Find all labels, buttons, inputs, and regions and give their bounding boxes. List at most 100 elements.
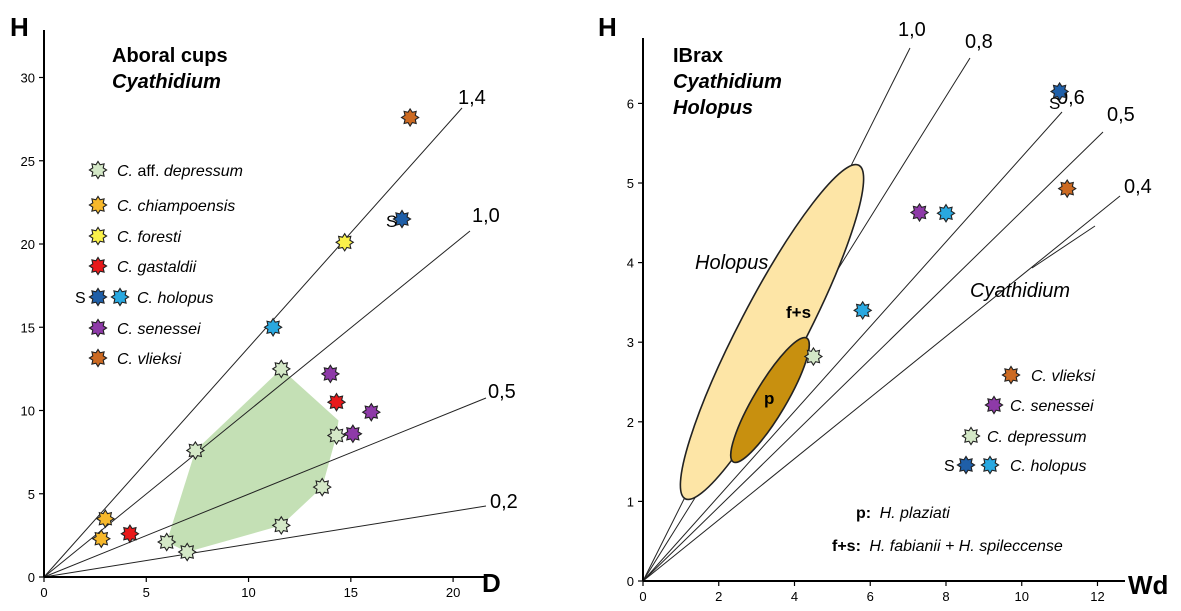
x-axis-label: D — [482, 568, 501, 598]
data-points — [91, 107, 420, 562]
ellipse-p — [729, 336, 811, 464]
ratio-line-label: 1,0 — [898, 19, 926, 41]
x-tick-label: 2 — [715, 589, 722, 604]
point-depressum — [271, 515, 291, 536]
note-p-value: H. plaziati — [880, 505, 951, 522]
ratio-line — [43, 397, 487, 578]
legend-label: C. chiampoensis — [117, 198, 235, 215]
ratio-line-label: 1,0 — [472, 205, 500, 227]
legend-label: C. aff. depressum — [117, 163, 243, 180]
legend-label-text: C. foresti — [117, 229, 181, 246]
x-tick-label: 4 — [791, 589, 798, 604]
legend-label-aff: aff. — [133, 163, 164, 180]
point-chiampoensis — [91, 529, 111, 549]
legend-label: C. vlieksi — [1031, 368, 1095, 385]
point-holopus_s — [392, 209, 412, 229]
chart-subtitle-1: Cyathidium — [673, 71, 782, 93]
x-tick-label: 6 — [867, 589, 874, 604]
legend-prefix: S — [75, 290, 86, 307]
annotation-s: S — [386, 212, 397, 231]
point-depressum — [326, 425, 347, 446]
note-fs-value: H. fabianii + H. spileccense — [869, 538, 1063, 555]
point-depressum — [271, 359, 291, 379]
point-senessei — [320, 364, 341, 384]
ticks: 0 5 10 15 20 25 30 0 5 10 15 20 — [21, 71, 461, 601]
legend-label-text: C. vlieksi — [117, 351, 181, 368]
legend-marker-senessei — [984, 395, 1004, 415]
legend-label-text: C. senessei — [117, 321, 201, 338]
legend-marker-depressum — [88, 160, 108, 180]
y-tick-label: 4 — [627, 256, 634, 271]
legend-label-genus: C. — [117, 163, 133, 180]
ratio-line-label: 0,8 — [965, 31, 993, 53]
y-tick-label: 0 — [627, 574, 634, 589]
legend-marker-depressum — [961, 426, 981, 446]
y-tick-label: 25 — [21, 154, 35, 169]
chart-subtitle-2: Holopus — [673, 97, 753, 119]
x-tick-label: 20 — [446, 585, 460, 600]
ratio-line-label: 0,5 — [488, 381, 516, 403]
legend-label: C. senessei — [117, 321, 201, 338]
holopus-ellipses: f+s p — [679, 163, 865, 501]
point-foresti — [335, 232, 355, 252]
note-p-key: p: — [856, 505, 871, 522]
point-senessei — [343, 424, 363, 444]
left-chart: 1,4 1,0 0,5 0,2 0 5 10 15 20 25 30 0 5 10 15 20 H D Ab… — [10, 12, 518, 600]
annotation-s: S — [1049, 94, 1060, 113]
ratio-line — [642, 111, 1063, 582]
point-gastaldii — [326, 392, 347, 412]
axes — [43, 30, 485, 578]
legend-label: C. holopus — [137, 290, 214, 307]
y-tick-label: 30 — [21, 71, 35, 86]
point-holopus — [853, 300, 873, 321]
x-tick-label: 10 — [241, 585, 255, 600]
point-gastaldii — [120, 524, 140, 544]
point-vlieksi — [1057, 178, 1077, 199]
x-axis-label: Wd — [1128, 570, 1168, 600]
x-tick-label: 0 — [40, 585, 47, 600]
y-tick-label: 20 — [21, 237, 35, 252]
chart-title: IBrax — [673, 45, 723, 67]
point-holopus — [263, 317, 283, 337]
y-tick-label: 0 — [28, 570, 35, 585]
legend-label-text: C. gastaldii — [117, 259, 197, 276]
y-tick-label: 2 — [627, 415, 634, 430]
y-tick-label: 6 — [627, 96, 634, 111]
point-senessei — [361, 402, 381, 422]
legend-label-text: C. chiampoensis — [117, 198, 235, 215]
ratio-line-label: 1,4 — [458, 87, 486, 109]
region-label-holopus: Holopus — [695, 252, 768, 274]
y-tick-label: 3 — [627, 335, 634, 350]
depressum-hull — [166, 368, 339, 552]
ratio-line — [43, 505, 487, 578]
legend-label: C. gastaldii — [117, 259, 197, 276]
y-axis-label: H — [598, 12, 617, 42]
legend-marker-senessei — [88, 318, 108, 338]
cyathidium-boundary — [1031, 225, 1096, 269]
ratio-line — [43, 230, 471, 578]
legend-marker-holopus-s — [88, 287, 108, 307]
legend-marker-holopus-s — [956, 455, 976, 475]
legend-label-text: C. holopus — [137, 290, 214, 307]
ratio-lines: 1,4 1,0 0,5 0,2 — [43, 87, 518, 578]
legend-label: C. vlieksi — [117, 351, 181, 368]
legend-marker-vlieksi — [88, 348, 108, 368]
y-tick-label: 1 — [627, 494, 634, 509]
legend-label: C. holopus — [1010, 458, 1087, 475]
ratio-line — [43, 107, 463, 578]
region-label-cyathidium: Cyathidium — [970, 280, 1070, 302]
point-holopus — [936, 203, 956, 223]
ratio-line — [642, 131, 1104, 582]
chart-title: Aboral cups — [112, 45, 228, 67]
ratio-line — [642, 195, 1121, 582]
y-tick-label: 5 — [627, 176, 634, 191]
legend-label: C. depressum — [987, 429, 1087, 446]
point-chiampoensis — [95, 509, 116, 529]
legend-label: C. senessei — [1010, 398, 1094, 415]
legend-prefix: S — [944, 458, 955, 475]
legend-marker-chiampoensis — [88, 195, 108, 215]
legend-marker-vlieksi — [1001, 365, 1021, 385]
